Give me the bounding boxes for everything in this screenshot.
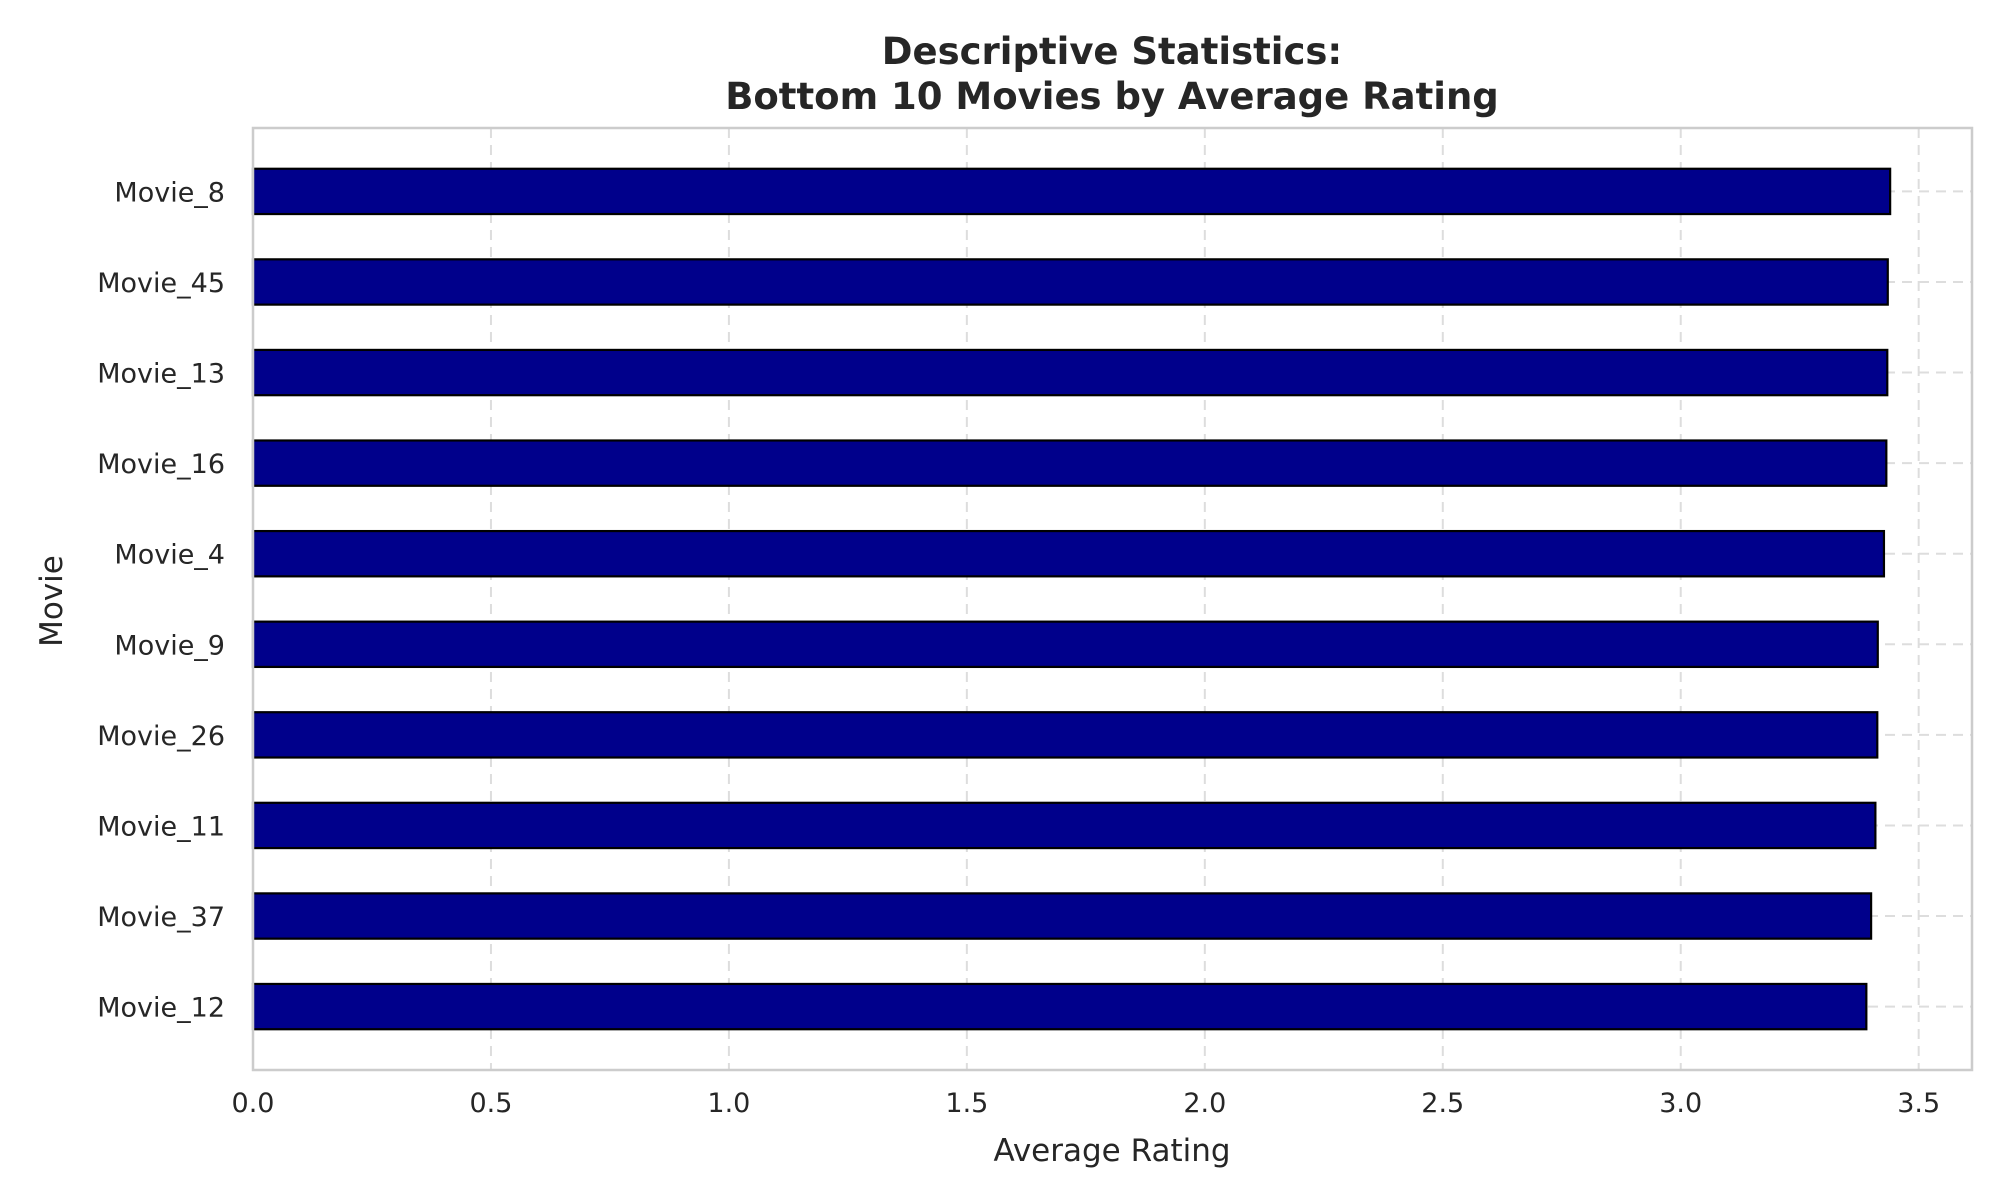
- bar-movie-26: [251, 711, 1879, 759]
- x-tick-label: 1.5: [945, 1088, 988, 1119]
- y-tick-label: Movie_45: [97, 268, 225, 299]
- bar-movie-8: [251, 167, 1892, 216]
- x-tick-label: 0.5: [469, 1088, 512, 1119]
- y-tick-label: Movie_26: [97, 721, 225, 752]
- bar-movie-16: [251, 439, 1888, 487]
- bar-movie-11: [251, 801, 1877, 850]
- bar-movie-13: [251, 348, 1889, 397]
- y-tick-label: Movie_37: [97, 902, 225, 933]
- bar-movie-37: [251, 892, 1873, 940]
- y-tick-label: Movie_11: [97, 811, 225, 842]
- x-tick-label: 2.0: [1183, 1088, 1226, 1119]
- bar-movie-45: [251, 258, 1889, 306]
- bar-movie-9: [251, 620, 1879, 669]
- x-tick-label: 3.0: [1659, 1088, 1702, 1119]
- y-tick-label: Movie_4: [114, 540, 225, 571]
- bars: [251, 167, 1892, 1031]
- chart-title-line-1: Descriptive Statistics:: [882, 30, 1342, 73]
- chart-title-line-2: Bottom 10 Movies by Average Rating: [725, 75, 1499, 118]
- x-tick-label: 1.0: [707, 1088, 750, 1119]
- x-axis-label: Average Rating: [993, 1133, 1230, 1169]
- y-tick-label: Movie_12: [97, 993, 225, 1024]
- y-axis-label: Movie: [34, 555, 70, 647]
- y-tick-label: Movie_8: [114, 177, 225, 208]
- x-tick-labels: 0.0 0.5 1.0 1.5 2.0 2.5 3.0 3.5: [232, 1088, 1941, 1119]
- x-tick-label: 3.5: [1897, 1088, 1940, 1119]
- plot-frame: [251, 126, 1974, 1072]
- x-tick-label: 2.5: [1421, 1088, 1464, 1119]
- y-tick-labels: Movie_8 Movie_45 Movie_13 Movie_16 Movie_4 Mo…: [97, 177, 225, 1023]
- bar-movie-12: [251, 982, 1868, 1031]
- y-tick-label: Movie_13: [97, 359, 225, 390]
- bar-movie-4: [251, 529, 1886, 578]
- y-tick-label: Movie_9: [114, 630, 225, 661]
- y-tick-label: Movie_16: [97, 449, 225, 480]
- x-tick-label: 0.0: [232, 1088, 275, 1119]
